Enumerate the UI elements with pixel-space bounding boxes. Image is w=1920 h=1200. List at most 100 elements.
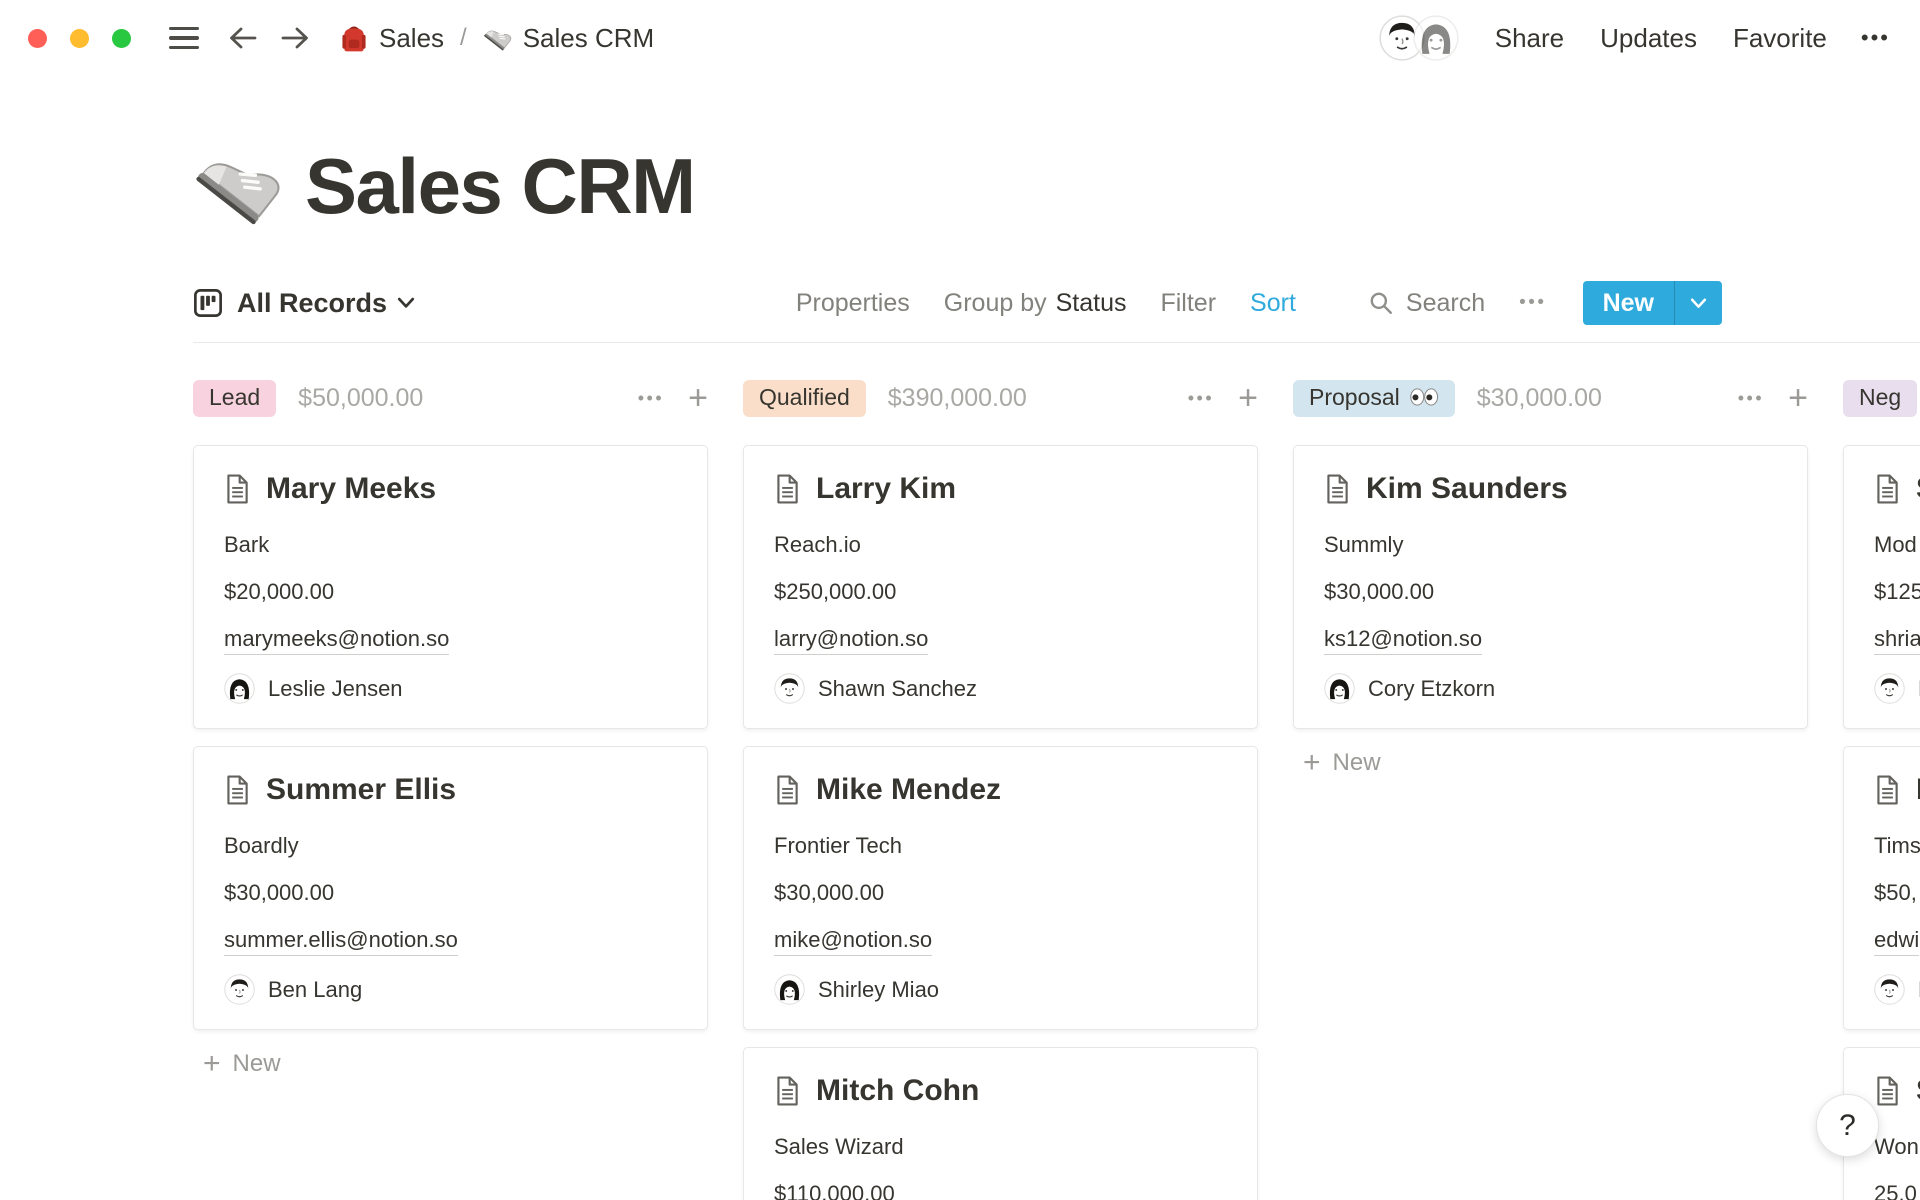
card-amount: $30,000.00 [774, 880, 885, 905]
card-amount: $30,000.00 [224, 880, 335, 905]
page-icon-sneaker[interactable] [193, 140, 285, 232]
record-card[interactable]: Larry Kim Reach.io $250,000.00 larry@notion… [743, 445, 1258, 729]
page-icon [774, 1076, 800, 1106]
more-options-icon[interactable]: ••• [1860, 25, 1890, 50]
group-by-label: Group by [943, 288, 1047, 317]
card-list: Mary Meeks Bark $20,000.00 marymeeks@notion… [193, 445, 708, 1030]
card-email-link[interactable]: summer.ellis@notion.so [224, 927, 677, 956]
card-email-text: ks12@notion.so [1324, 626, 1483, 655]
card-company: Boardly [224, 833, 299, 858]
sort-button[interactable]: Sort [1250, 288, 1296, 317]
status-label: Qualified [759, 383, 850, 410]
column-total: $50,000.00 [298, 383, 424, 412]
card-email-link[interactable]: edwi [1874, 927, 1920, 956]
card-email-text: larry@notion.so [774, 626, 929, 655]
plus-icon: + [1303, 746, 1321, 779]
page-title[interactable]: Sales CRM [305, 141, 696, 230]
card-name: S [1916, 1074, 1920, 1108]
page-icon [1874, 775, 1900, 805]
sidebar-toggle-icon[interactable] [169, 26, 199, 50]
card-person: E [1874, 673, 1920, 704]
collaborator-avatars[interactable] [1378, 15, 1459, 61]
add-card-icon[interactable]: + [1238, 379, 1258, 417]
card-person-name: E [1918, 676, 1920, 702]
status-badge[interactable]: Qualified [743, 379, 866, 417]
card-amount: $125 [1874, 579, 1920, 604]
view-switcher[interactable]: All Records [193, 288, 415, 319]
column-more-icon[interactable]: ••• [1737, 387, 1765, 408]
column-header: Lead $50,000.00 ••• + [193, 379, 708, 417]
chevron-down-icon [1690, 297, 1707, 310]
add-new-card-button[interactable]: + New [193, 1047, 708, 1080]
sneaker-icon [483, 23, 513, 53]
help-label: ? [1839, 1108, 1856, 1142]
record-card[interactable]: Kim Saunders Summly $30,000.00 ks12@notion.… [1293, 445, 1808, 729]
add-card-icon[interactable]: + [688, 379, 708, 417]
card-person: Ben Lang [224, 974, 677, 1005]
card-email-link[interactable]: shria [1874, 626, 1920, 655]
search-button[interactable]: Search [1368, 289, 1485, 318]
card-name: E [1916, 773, 1920, 807]
updates-button[interactable]: Updates [1600, 22, 1697, 53]
collaborator-avatar-2 [1412, 15, 1459, 61]
page-icon [774, 775, 800, 805]
female-avatar [774, 974, 805, 1005]
record-card[interactable]: Mike Mendez Frontier Tech $30,000.00 mike@n… [743, 746, 1258, 1030]
card-company: Summly [1324, 532, 1404, 557]
search-icon [1368, 290, 1394, 316]
minimize-window-button[interactable] [70, 28, 89, 48]
status-badge[interactable]: Neg [1843, 379, 1918, 417]
card-email-text: shria [1874, 626, 1920, 655]
add-card-icon[interactable]: + [1788, 379, 1808, 417]
share-button[interactable]: Share [1494, 22, 1565, 53]
card-amount: $20,000.00 [224, 579, 335, 604]
group-by-button[interactable]: Group by Status [944, 289, 1127, 318]
record-card[interactable]: Summer Ellis Boardly $30,000.00 summer.elli… [193, 746, 708, 1030]
page-icon [224, 474, 250, 504]
add-new-card-button[interactable]: + New [1293, 746, 1808, 779]
status-badge[interactable]: Lead [193, 379, 277, 417]
card-amount: $30,000.00 [1324, 579, 1435, 604]
card-email-link[interactable]: mike@notion.so [774, 927, 1227, 956]
male-avatar [1874, 673, 1905, 704]
card-amount: $110,000.00 [774, 1181, 895, 1200]
toolbar-divider [193, 342, 1920, 343]
filter-button[interactable]: Filter [1160, 288, 1217, 317]
view-more-icon[interactable]: ••• [1519, 292, 1547, 313]
record-card[interactable]: Mary Meeks Bark $20,000.00 marymeeks@notion… [193, 445, 708, 729]
card-list: Larry Kim Reach.io $250,000.00 larry@notion… [743, 445, 1258, 1200]
chevron-down-icon [397, 296, 415, 310]
record-card[interactable]: E Tims $50, edwi H [1843, 746, 1920, 1030]
properties-button[interactable]: Properties [795, 288, 910, 317]
breadcrumb-item-sales[interactable]: Sales [379, 22, 445, 53]
card-name: Kim Saunders [1366, 472, 1568, 505]
new-dropdown-button[interactable] [1675, 281, 1722, 325]
forward-arrow-icon[interactable] [277, 22, 313, 54]
help-button[interactable]: ? [1816, 1094, 1879, 1157]
card-company: Bark [224, 532, 270, 557]
plus-icon: + [203, 1047, 221, 1080]
page-icon [224, 775, 250, 805]
status-badge[interactable]: Proposal [1293, 379, 1455, 417]
card-email-link[interactable]: larry@notion.so [774, 626, 1227, 655]
search-label: Search [1405, 288, 1486, 317]
card-email-link[interactable]: ks12@notion.so [1324, 626, 1777, 655]
new-record-label: New [1602, 288, 1654, 317]
board-column: Proposal $30,000.00 ••• + Kim Saunders Summly… [1293, 379, 1808, 779]
record-card[interactable]: S Mod $125 shria E [1843, 445, 1920, 729]
card-company: Won [1874, 1134, 1919, 1159]
status-label: Neg [1859, 383, 1902, 410]
add-new-card-label: New [232, 1050, 281, 1077]
card-email-link[interactable]: marymeeks@notion.so [224, 626, 677, 655]
card-name: Larry Kim [816, 472, 957, 505]
card-person-name: Shawn Sanchez [818, 675, 977, 701]
new-record-button[interactable]: New [1582, 281, 1722, 325]
column-more-icon[interactable]: ••• [637, 387, 665, 408]
column-more-icon[interactable]: ••• [1187, 387, 1215, 408]
back-arrow-icon[interactable] [225, 22, 261, 54]
zoom-window-button[interactable] [112, 28, 131, 48]
close-window-button[interactable] [28, 28, 47, 48]
breadcrumb-item-sales-crm[interactable]: Sales CRM [522, 22, 655, 53]
favorite-button[interactable]: Favorite [1732, 22, 1827, 53]
